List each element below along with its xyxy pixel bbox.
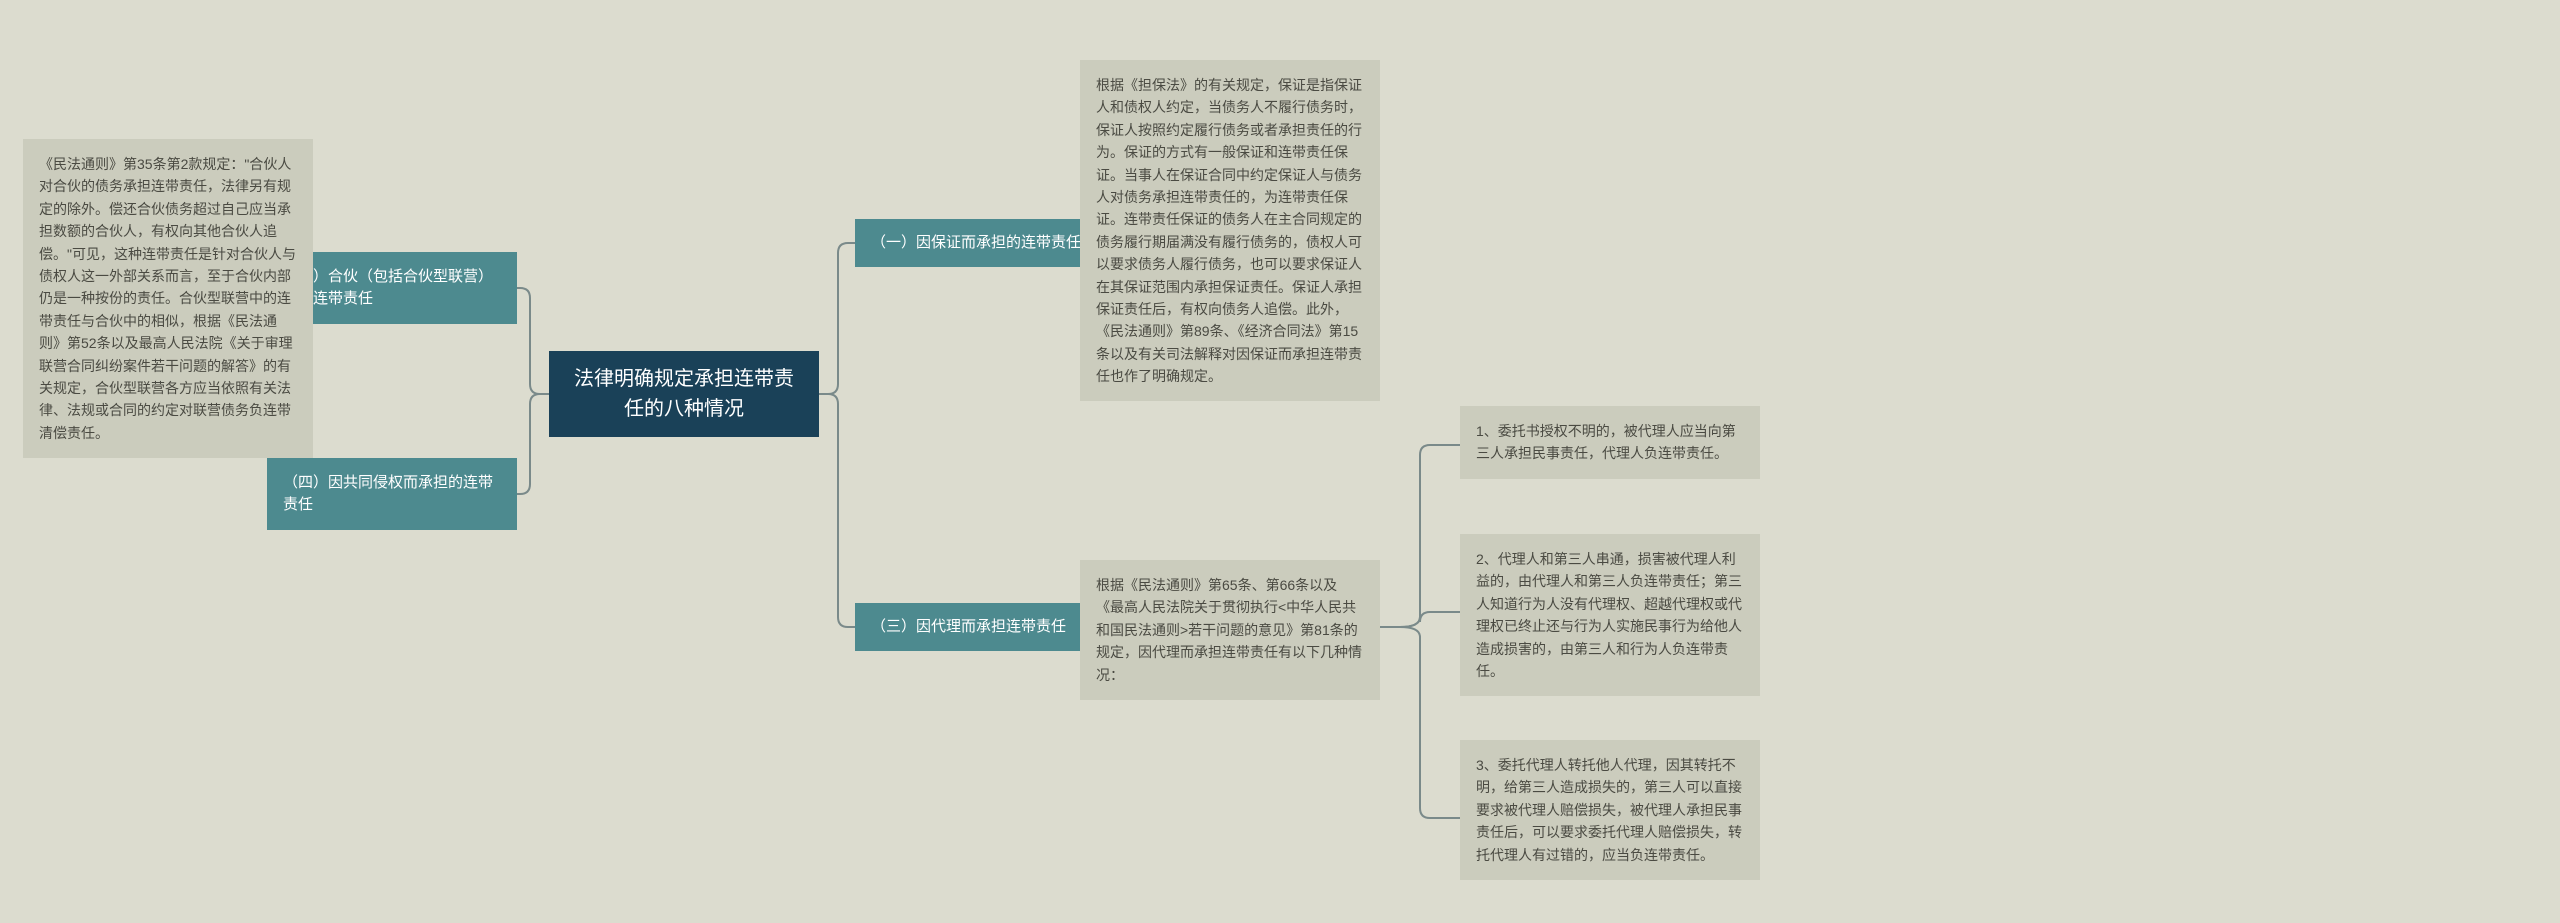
branch-1[interactable]: （一）因保证而承担的连带责任 [855, 219, 1105, 267]
leaf-b3-text: 根据《民法通则》第65条、第66条以及《最高人民法院关于贯彻执行<中华人民共和国… [1096, 577, 1362, 683]
leaf-b2-detail: 《民法通则》第35条第2款规定："合伙人对合伙的债务承担连带责任，法律另有规定的… [23, 139, 313, 458]
subleaf-1-text: 1、委托书授权不明的，被代理人应当向第三人承担民事责任，代理人负连带责任。 [1476, 423, 1736, 461]
branch-3[interactable]: （三）因代理而承担连带责任 [855, 603, 1105, 651]
leaf-b2-text: 《民法通则》第35条第2款规定："合伙人对合伙的债务承担连带责任，法律另有规定的… [39, 156, 296, 441]
root-node[interactable]: 法律明确规定承担连带责任的八种情况 [549, 351, 819, 437]
branch-4[interactable]: （四）因共同侵权而承担的连带责任 [267, 458, 517, 530]
leaf-b1-text: 根据《担保法》的有关规定，保证是指保证人和债权人约定，当债务人不履行债务时，保证… [1096, 77, 1362, 384]
subleaf-3: 3、委托代理人转托他人代理，因其转托不明，给第三人造成损失的，第三人可以直接要求… [1460, 740, 1760, 880]
subleaf-2: 2、代理人和第三人串通，损害被代理人利益的，由代理人和第三人负连带责任；第三人知… [1460, 534, 1760, 696]
subleaf-3-text: 3、委托代理人转托他人代理，因其转托不明，给第三人造成损失的，第三人可以直接要求… [1476, 757, 1742, 863]
branch-2-label: （二）合伙（包括合伙型联营）中的连带责任 [283, 266, 501, 311]
branch-3-label: （三）因代理而承担连带责任 [871, 616, 1066, 639]
root-label: 法律明确规定承担连带责任的八种情况 [569, 364, 799, 424]
branch-1-label: （一）因保证而承担的连带责任 [871, 232, 1081, 255]
subleaf-2-text: 2、代理人和第三人串通，损害被代理人利益的，由代理人和第三人负连带责任；第三人知… [1476, 551, 1742, 679]
branch-4-label: （四）因共同侵权而承担的连带责任 [283, 472, 501, 517]
leaf-b3-detail: 根据《民法通则》第65条、第66条以及《最高人民法院关于贯彻执行<中华人民共和国… [1080, 560, 1380, 700]
subleaf-1: 1、委托书授权不明的，被代理人应当向第三人承担民事责任，代理人负连带责任。 [1460, 406, 1760, 479]
leaf-b1-detail: 根据《担保法》的有关规定，保证是指保证人和债权人约定，当债务人不履行债务时，保证… [1080, 60, 1380, 401]
